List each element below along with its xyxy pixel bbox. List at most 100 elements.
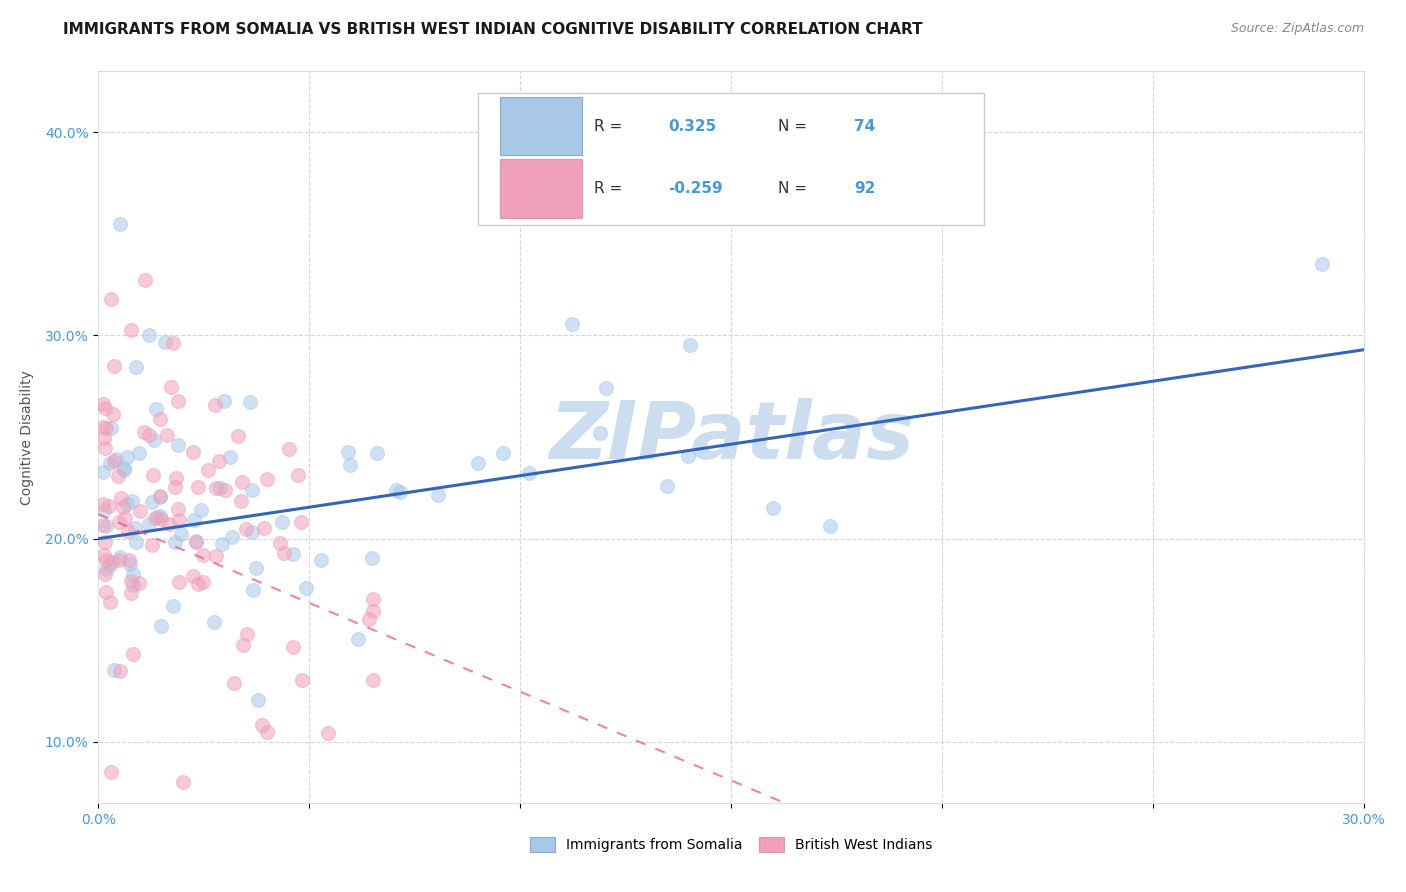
Point	[112, 463, 135, 477]
Point	[120, 574, 142, 589]
Point	[221, 530, 243, 544]
Point	[93, 567, 115, 582]
Text: N =: N =	[778, 119, 811, 134]
Point	[103, 663, 125, 677]
Point	[115, 497, 138, 511]
Point	[93, 431, 115, 445]
Point	[96, 585, 118, 599]
Point	[361, 592, 384, 607]
Point	[149, 490, 172, 504]
Point	[98, 595, 121, 609]
Point	[166, 501, 188, 516]
Point	[134, 425, 156, 439]
Point	[91, 518, 114, 533]
Point	[818, 518, 841, 533]
Point	[357, 612, 380, 626]
Point	[187, 577, 209, 591]
Point	[165, 535, 187, 549]
Point	[655, 479, 678, 493]
Point	[197, 463, 219, 477]
Point	[337, 445, 360, 459]
Point	[256, 472, 278, 486]
Point	[193, 548, 215, 562]
Point	[121, 493, 143, 508]
Point	[143, 434, 166, 448]
Point	[100, 556, 122, 570]
Point	[242, 524, 264, 539]
Point	[108, 217, 131, 231]
Point	[112, 461, 135, 475]
Point	[138, 328, 160, 343]
Point	[270, 515, 292, 529]
Point	[96, 553, 118, 567]
Point	[149, 412, 172, 426]
Point	[205, 481, 228, 495]
Point	[125, 359, 148, 374]
Point	[202, 615, 225, 629]
Point	[117, 524, 139, 538]
Point	[110, 491, 132, 505]
Point	[347, 632, 370, 646]
Point	[149, 508, 172, 523]
Point	[124, 521, 146, 535]
Point	[678, 338, 700, 352]
Point	[91, 465, 114, 479]
Text: 74: 74	[853, 119, 875, 134]
Point	[183, 445, 205, 459]
Text: 92: 92	[853, 181, 876, 196]
Point	[492, 446, 515, 460]
Point	[138, 428, 160, 442]
Point	[240, 483, 263, 498]
Point	[281, 640, 304, 654]
Point	[91, 497, 114, 511]
Point	[118, 557, 141, 571]
Y-axis label: Cognitive Disability: Cognitive Disability	[20, 369, 34, 505]
Point	[150, 512, 173, 526]
Point	[186, 479, 208, 493]
Point	[1310, 257, 1333, 271]
Point	[231, 475, 253, 489]
Point	[100, 292, 122, 306]
Point	[339, 458, 361, 472]
Point	[93, 502, 115, 516]
Point	[172, 775, 194, 789]
Point	[138, 517, 160, 532]
Point	[252, 717, 274, 731]
Point	[118, 553, 141, 567]
Point	[157, 517, 180, 532]
Point	[205, 549, 228, 564]
Text: R =: R =	[595, 119, 627, 134]
Point	[96, 519, 118, 533]
Point	[122, 578, 145, 592]
Point	[167, 575, 190, 590]
Point	[94, 442, 117, 456]
Point	[110, 550, 132, 565]
Point	[676, 449, 699, 463]
Point	[115, 450, 138, 464]
Point	[273, 546, 295, 560]
Point	[183, 513, 205, 527]
Point	[108, 553, 131, 567]
Point	[186, 535, 208, 549]
Point	[134, 273, 156, 287]
Point	[141, 538, 163, 552]
Point	[145, 402, 167, 417]
Point	[287, 468, 309, 483]
FancyBboxPatch shape	[499, 159, 582, 218]
Point	[167, 393, 190, 408]
Point	[595, 382, 617, 396]
Point	[290, 515, 312, 529]
Point	[162, 599, 184, 614]
Point	[360, 550, 382, 565]
Point	[120, 323, 142, 337]
Point	[239, 394, 262, 409]
Point	[141, 495, 163, 509]
Point	[762, 501, 785, 516]
Point	[219, 450, 242, 465]
Text: IMMIGRANTS FROM SOMALIA VS BRITISH WEST INDIAN COGNITIVE DISABILITY CORRELATION : IMMIGRANTS FROM SOMALIA VS BRITISH WEST …	[63, 22, 922, 37]
Text: N =: N =	[778, 181, 811, 196]
Point	[517, 467, 540, 481]
Point	[97, 500, 120, 514]
Point	[226, 429, 249, 443]
Point	[166, 438, 188, 452]
